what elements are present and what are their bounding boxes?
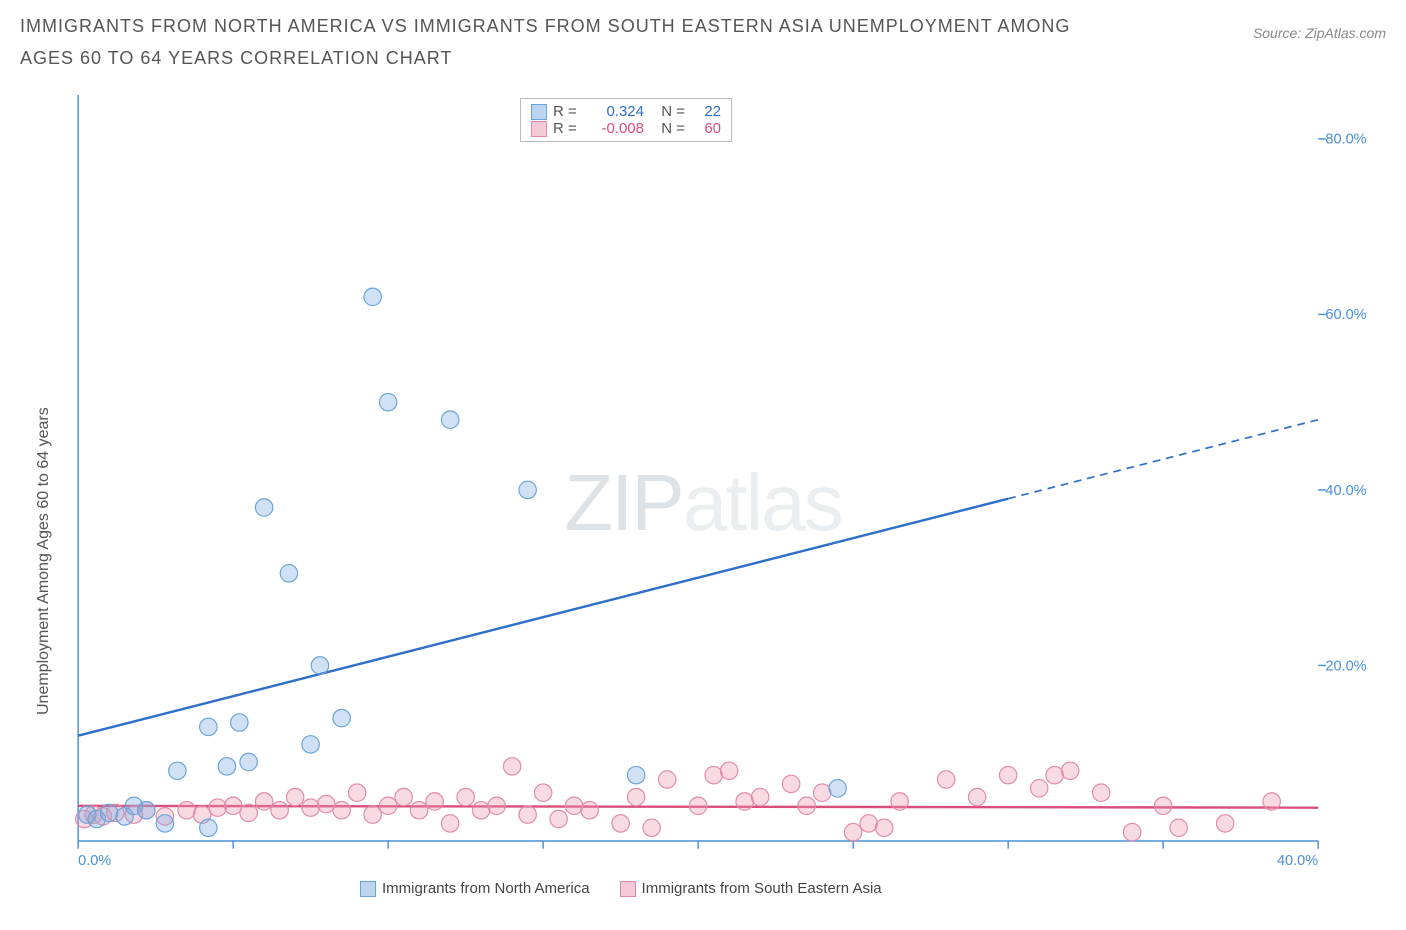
svg-text:40.0%: 40.0% [1325,483,1366,499]
source-label: Source: ZipAtlas.com [1253,25,1386,41]
svg-text:40.0%: 40.0% [1277,853,1318,869]
legend-swatch [360,881,376,897]
legend-swatch [620,881,636,897]
svg-text:60.0%: 60.0% [1325,307,1366,323]
stats-row: R = 0.324 N = 22 [531,103,721,120]
stat-n-label: N = [650,103,685,120]
page-title: IMMIGRANTS FROM NORTH AMERICA VS IMMIGRA… [20,10,1120,75]
stat-n-value: 22 [691,103,721,120]
legend-label: Immigrants from South Eastern Asia [642,880,882,897]
legend-swatch [531,104,547,120]
legend-swatch [531,121,547,137]
chart-container: Unemployment Among Ages 60 to 64 years 0… [20,95,1386,910]
stats-row: R = -0.008 N = 60 [531,120,721,137]
stat-r-value: -0.008 [589,120,644,137]
stat-r-label: R = [553,120,583,137]
svg-text:0.0%: 0.0% [78,853,111,869]
svg-text:20.0%: 20.0% [1325,658,1366,674]
stat-n-value: 60 [691,120,721,137]
legend-item: Immigrants from South Eastern Asia [620,880,882,897]
stat-r-label: R = [553,103,583,120]
legend-bottom: Immigrants from North America Immigrants … [360,880,882,897]
scatter-plot: 0.0% 40.0% 20.0% 40.0% 60.0% 80.0% [20,95,1386,889]
stat-n-label: N = [650,120,685,137]
legend-item: Immigrants from North America [360,880,590,897]
stats-box: R = 0.324 N = 22 R = -0.008 N = 60 [520,98,732,142]
stat-r-value: 0.324 [589,103,644,120]
legend-label: Immigrants from North America [382,880,590,897]
svg-text:80.0%: 80.0% [1325,132,1366,148]
